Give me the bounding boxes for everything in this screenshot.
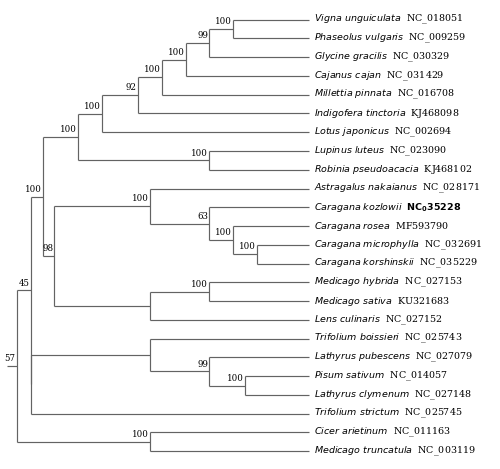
Text: $\it{Astragalus\ nakaianus}$  NC_028171: $\it{Astragalus\ nakaianus}$ NC_028171 bbox=[314, 182, 480, 195]
Text: 99: 99 bbox=[197, 31, 208, 40]
Text: $\it{Pisum\ sativum}$  NC_014057: $\it{Pisum\ sativum}$ NC_014057 bbox=[314, 370, 447, 383]
Text: $\it{Medicago\ sativa}$  KU321683: $\it{Medicago\ sativa}$ KU321683 bbox=[314, 295, 450, 308]
Text: 100: 100 bbox=[227, 374, 244, 383]
Text: $\it{Trifolium\ boissieri}$  NC_025743: $\it{Trifolium\ boissieri}$ NC_025743 bbox=[314, 332, 462, 345]
Text: 100: 100 bbox=[132, 194, 148, 203]
Text: $\it{Cicer\ arietinum}$  NC_011163: $\it{Cicer\ arietinum}$ NC_011163 bbox=[314, 426, 450, 439]
Text: 100: 100 bbox=[215, 228, 232, 237]
Text: 100: 100 bbox=[215, 17, 232, 26]
Text: $\it{Lens\ culinaris}$  NC_027152: $\it{Lens\ culinaris}$ NC_027152 bbox=[314, 313, 442, 326]
Text: $\it{Trifolium\ strictum}$  NC_025745: $\it{Trifolium\ strictum}$ NC_025745 bbox=[314, 407, 462, 420]
Text: $\it{Lathyrus\ pubescens}$  NC_027079: $\it{Lathyrus\ pubescens}$ NC_027079 bbox=[314, 351, 473, 364]
Text: $\it{Caragana\ rosea}$  MF593790: $\it{Caragana\ rosea}$ MF593790 bbox=[314, 219, 448, 233]
Text: $\it{Lupinus\ luteus}$  NC_023090: $\it{Lupinus\ luteus}$ NC_023090 bbox=[314, 144, 447, 158]
Text: 100: 100 bbox=[168, 48, 184, 57]
Text: $\it{Phaseolus\ vulgaris}$  NC_009259: $\it{Phaseolus\ vulgaris}$ NC_009259 bbox=[314, 32, 466, 45]
Text: 100: 100 bbox=[132, 430, 148, 439]
Text: $\it{Caragana\ microphylla}$  NC_032691: $\it{Caragana\ microphylla}$ NC_032691 bbox=[314, 238, 482, 251]
Text: $\mathbf{\it{Caragana\ kozlowii}}$  $\mathbf{NC_035228}$: $\mathbf{\it{Caragana\ kozlowii}}$ $\mat… bbox=[314, 201, 461, 214]
Text: 100: 100 bbox=[24, 185, 42, 194]
Text: $\it{Vigna\ unguiculata}$  NC_018051: $\it{Vigna\ unguiculata}$ NC_018051 bbox=[314, 13, 463, 26]
Text: 100: 100 bbox=[239, 242, 256, 251]
Text: 45: 45 bbox=[18, 279, 30, 287]
Text: 98: 98 bbox=[42, 244, 53, 253]
Text: $\it{Cajanus\ cajan}$  NC_031429: $\it{Cajanus\ cajan}$ NC_031429 bbox=[314, 69, 444, 83]
Text: 100: 100 bbox=[84, 102, 101, 111]
Text: $\it{Lathyrus\ clymenum}$  NC_027148: $\it{Lathyrus\ clymenum}$ NC_027148 bbox=[314, 388, 472, 401]
Text: 63: 63 bbox=[198, 212, 208, 221]
Text: 100: 100 bbox=[60, 125, 77, 134]
Text: $\it{Lotus\ japonicus}$  NC_002694: $\it{Lotus\ japonicus}$ NC_002694 bbox=[314, 126, 452, 139]
Text: 99: 99 bbox=[197, 360, 208, 369]
Text: $\it{Medicago\ truncatula}$  NC_003119: $\it{Medicago\ truncatula}$ NC_003119 bbox=[314, 445, 475, 458]
Text: 100: 100 bbox=[192, 280, 208, 289]
Text: 92: 92 bbox=[126, 83, 136, 92]
Text: 100: 100 bbox=[144, 65, 160, 74]
Text: $\it{Robinia\ pseudoacacia}$  KJ468102: $\it{Robinia\ pseudoacacia}$ KJ468102 bbox=[314, 163, 472, 176]
Text: 100: 100 bbox=[192, 149, 208, 158]
Text: $\it{Medicago\ hybrida}$  NC_027153: $\it{Medicago\ hybrida}$ NC_027153 bbox=[314, 276, 462, 289]
Text: $\it{Caragana\ korshinskii}$  NC_035229: $\it{Caragana\ korshinskii}$ NC_035229 bbox=[314, 257, 477, 270]
Text: $\it{Glycine\ gracilis}$  NC_030329: $\it{Glycine\ gracilis}$ NC_030329 bbox=[314, 51, 450, 64]
Text: $\it{Indigofera\ tinctoria}$  KJ468098: $\it{Indigofera\ tinctoria}$ KJ468098 bbox=[314, 107, 459, 120]
Text: $\it{Millettia\ pinnata}$  NC_016708: $\it{Millettia\ pinnata}$ NC_016708 bbox=[314, 88, 454, 101]
Text: 57: 57 bbox=[4, 354, 16, 363]
